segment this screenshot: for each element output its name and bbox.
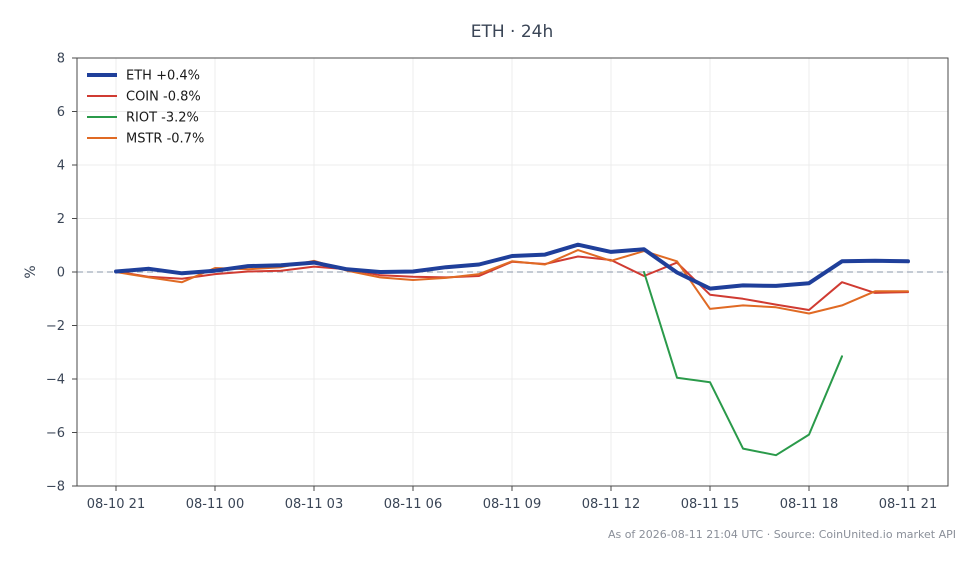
y-tick-label: 0 <box>57 266 65 281</box>
y-tick-label: 8 <box>57 52 65 67</box>
series-line-eth <box>114 242 910 291</box>
source-footnote: As of 2026-08-11 21:04 UTC · Source: Coi… <box>608 528 956 541</box>
x-axis: 08-10 21 08-11 00 08-11 03 08-11 06 08-11 09… <box>87 486 937 512</box>
x-tick-label: 08-11 12 <box>582 497 640 512</box>
series-line-riot <box>643 271 843 457</box>
x-tick-label: 08-11 03 <box>285 497 343 512</box>
y-tick-label: 2 <box>57 212 65 227</box>
legend-label-riot: RIOT -3.2% <box>126 111 199 126</box>
y-tick-label: −2 <box>46 319 65 334</box>
x-tick-label: 08-10 21 <box>87 497 145 512</box>
x-tick-label: 08-11 06 <box>384 497 442 512</box>
y-tick-label: −6 <box>46 426 65 441</box>
legend: ETH +0.4% COIN -0.8% RIOT -3.2% MSTR -0.7% <box>87 69 204 147</box>
x-tick-label: 08-11 21 <box>879 497 937 512</box>
chart-title: ETH · 24h <box>471 22 554 42</box>
y-axis: 8 6 4 2 0 −2 −4 −6 −8 <box>46 52 77 495</box>
series-line-mstr <box>115 249 909 315</box>
y-axis-label: % <box>23 265 39 278</box>
x-tick-label: 08-11 18 <box>780 497 838 512</box>
y-tick-label: −8 <box>46 480 65 495</box>
legend-label-eth: ETH +0.4% <box>126 69 200 84</box>
x-tick-label: 08-11 09 <box>483 497 541 512</box>
x-tick-label: 08-11 00 <box>186 497 244 512</box>
legend-label-mstr: MSTR -0.7% <box>126 132 204 147</box>
legend-label-coin: COIN -0.8% <box>126 90 201 105</box>
x-tick-label: 08-11 15 <box>681 497 739 512</box>
y-tick-label: 4 <box>57 159 65 174</box>
y-tick-label: −4 <box>46 373 65 388</box>
y-tick-label: 6 <box>57 105 65 120</box>
series-lines <box>114 242 910 457</box>
